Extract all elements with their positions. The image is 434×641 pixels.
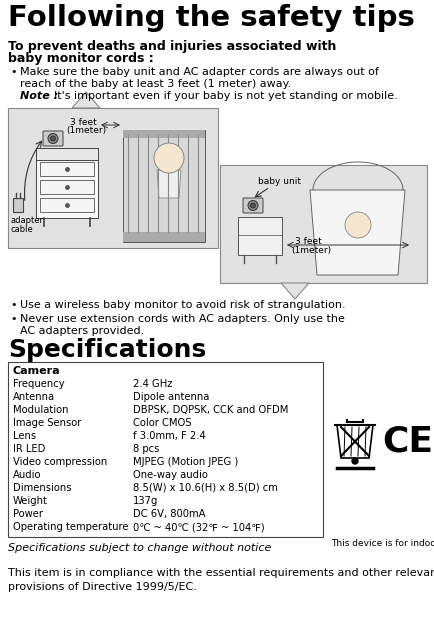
Text: Weight: Weight xyxy=(13,496,48,506)
Text: Specifications: Specifications xyxy=(8,338,206,362)
Text: Operating temperature: Operating temperature xyxy=(13,522,128,532)
Text: Lens: Lens xyxy=(13,431,36,441)
Polygon shape xyxy=(157,170,181,198)
Text: adapter: adapter xyxy=(11,216,44,225)
Text: Make sure the baby unit and AC adapter cords are always out of: Make sure the baby unit and AC adapter c… xyxy=(20,67,378,77)
FancyBboxPatch shape xyxy=(237,217,281,255)
Circle shape xyxy=(247,201,257,210)
Text: (1meter): (1meter) xyxy=(66,126,106,135)
Circle shape xyxy=(50,136,56,141)
Polygon shape xyxy=(336,425,372,458)
Text: IR LED: IR LED xyxy=(13,444,45,454)
Circle shape xyxy=(351,458,357,464)
Text: 0℃ ~ 40℃ (32℉ ~ 104℉): 0℃ ~ 40℃ (32℉ ~ 104℉) xyxy=(133,522,264,532)
Text: cable: cable xyxy=(11,225,34,234)
Text: It's important even if your baby is not yet standing or mobile.: It's important even if your baby is not … xyxy=(54,91,397,101)
Text: Use a wireless baby monitor to avoid risk of strangulation.: Use a wireless baby monitor to avoid ris… xyxy=(20,300,345,310)
Text: Following the safety tips: Following the safety tips xyxy=(8,4,414,32)
Text: (1meter): (1meter) xyxy=(290,246,330,255)
FancyBboxPatch shape xyxy=(123,232,204,242)
Text: Frequency: Frequency xyxy=(13,379,65,389)
Text: 8.5(W) x 10.6(H) x 8.5(D) cm: 8.5(W) x 10.6(H) x 8.5(D) cm xyxy=(133,483,277,493)
Polygon shape xyxy=(280,283,308,299)
Text: Modulation: Modulation xyxy=(13,405,68,415)
Text: Note :: Note : xyxy=(20,91,62,101)
Text: 8 pcs: 8 pcs xyxy=(133,444,159,454)
Text: Image Sensor: Image Sensor xyxy=(13,418,81,428)
FancyBboxPatch shape xyxy=(43,131,63,146)
Text: CE: CE xyxy=(381,425,432,459)
Text: AC adapters provided.: AC adapters provided. xyxy=(20,326,144,336)
Text: 137g: 137g xyxy=(133,496,158,506)
FancyBboxPatch shape xyxy=(123,130,204,138)
Text: Specifications subject to change without notice: Specifications subject to change without… xyxy=(8,543,271,553)
Polygon shape xyxy=(72,92,100,108)
FancyBboxPatch shape xyxy=(36,148,98,160)
Text: This device is for indoor use only: This device is for indoor use only xyxy=(330,539,434,548)
Text: baby unit: baby unit xyxy=(257,177,300,186)
Text: MJPEG (Motion JPEG ): MJPEG (Motion JPEG ) xyxy=(133,457,238,467)
Text: •: • xyxy=(10,67,16,77)
Text: Power: Power xyxy=(13,509,43,519)
Text: reach of the baby at least 3 feet (1 meter) away.: reach of the baby at least 3 feet (1 met… xyxy=(20,79,291,89)
Text: 3 feet: 3 feet xyxy=(294,237,321,246)
Text: f 3.0mm, F 2.4: f 3.0mm, F 2.4 xyxy=(133,431,205,441)
Text: DC 6V, 800mA: DC 6V, 800mA xyxy=(133,509,205,519)
FancyBboxPatch shape xyxy=(40,198,94,212)
Text: Color CMOS: Color CMOS xyxy=(133,418,191,428)
Text: •: • xyxy=(10,300,16,310)
FancyBboxPatch shape xyxy=(123,130,204,242)
Text: Dipole antenna: Dipole antenna xyxy=(133,392,209,402)
Circle shape xyxy=(250,203,255,208)
Text: One-way audio: One-way audio xyxy=(133,470,207,480)
FancyBboxPatch shape xyxy=(8,108,217,248)
FancyBboxPatch shape xyxy=(40,180,94,194)
FancyBboxPatch shape xyxy=(8,362,322,537)
Text: Dimensions: Dimensions xyxy=(13,483,71,493)
FancyBboxPatch shape xyxy=(36,148,98,218)
Circle shape xyxy=(48,133,58,144)
Text: 2.4 GHz: 2.4 GHz xyxy=(133,379,172,389)
FancyBboxPatch shape xyxy=(243,198,263,213)
Text: Audio: Audio xyxy=(13,470,41,480)
FancyBboxPatch shape xyxy=(13,198,23,212)
Text: Camera: Camera xyxy=(13,366,60,376)
Text: This item is in compliance with the essential requirements and other relevant
pr: This item is in compliance with the esse… xyxy=(8,568,434,592)
Text: Never use extension cords with AC adapters. Only use the: Never use extension cords with AC adapte… xyxy=(20,314,344,324)
Text: Video compression: Video compression xyxy=(13,457,107,467)
Text: DBPSK, DQPSK, CCK and OFDM: DBPSK, DQPSK, CCK and OFDM xyxy=(133,405,288,415)
Text: To prevent deaths and injuries associated with: To prevent deaths and injuries associate… xyxy=(8,40,335,53)
Circle shape xyxy=(344,212,370,238)
FancyBboxPatch shape xyxy=(220,165,426,283)
Text: Antenna: Antenna xyxy=(13,392,55,402)
FancyBboxPatch shape xyxy=(40,162,94,176)
Text: •: • xyxy=(10,314,16,324)
Circle shape xyxy=(154,143,184,173)
Text: baby monitor cords :: baby monitor cords : xyxy=(8,52,153,65)
Polygon shape xyxy=(309,190,404,275)
Text: 3 feet: 3 feet xyxy=(70,118,96,127)
